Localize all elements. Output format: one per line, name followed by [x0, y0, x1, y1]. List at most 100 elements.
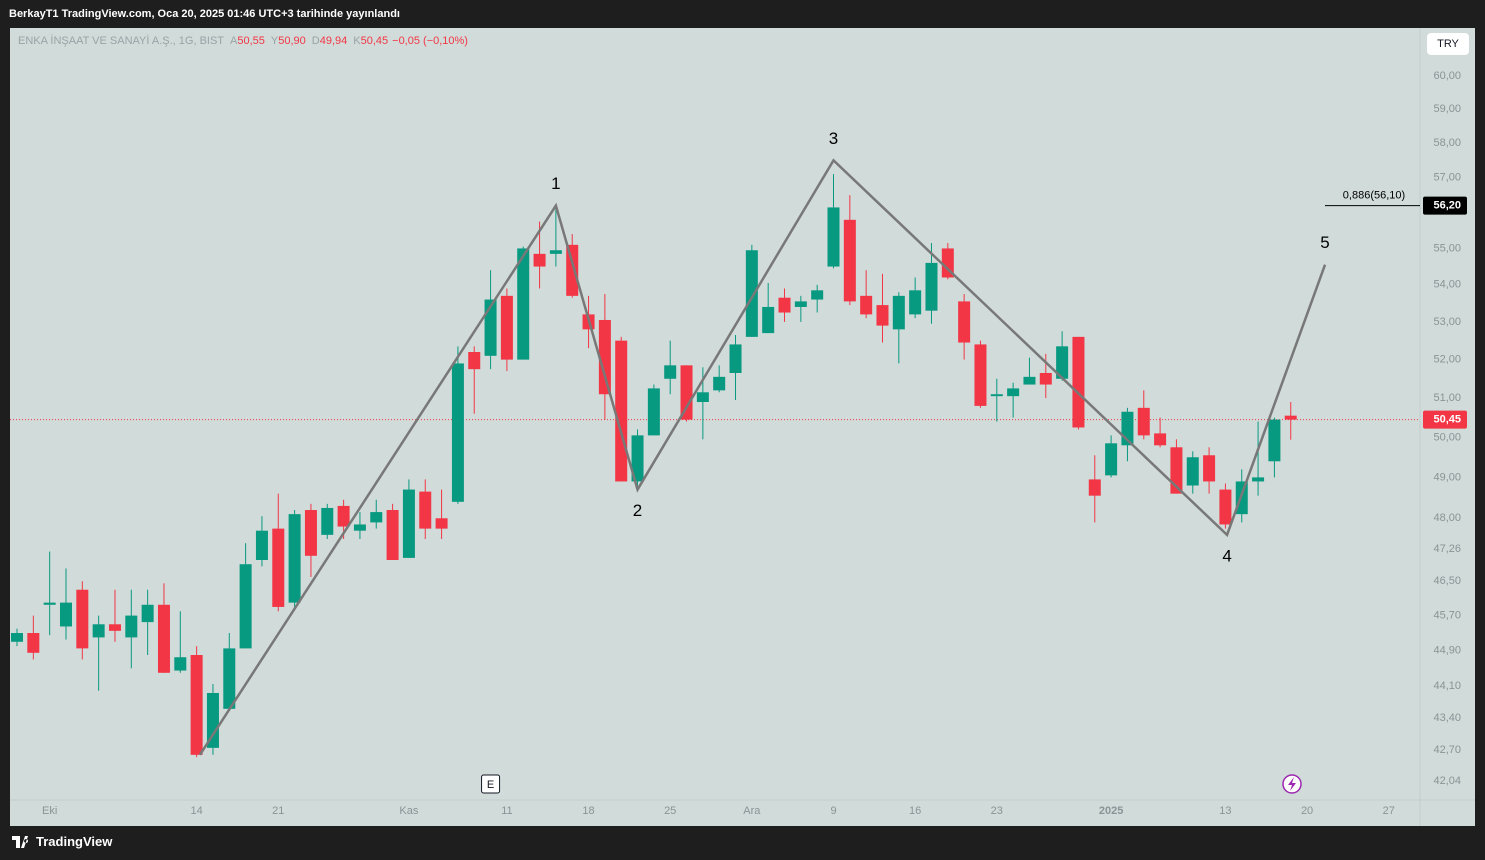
- candle-body: [288, 514, 301, 603]
- y-tick-label: 44,90: [1433, 645, 1461, 657]
- candle-body: [533, 253, 546, 267]
- candle-body: [892, 295, 905, 330]
- candle-body: [1219, 489, 1232, 525]
- candle-body: [223, 648, 236, 709]
- candle-body: [321, 507, 334, 535]
- y-tick-label: 60,00: [1433, 70, 1461, 82]
- candle-body: [1170, 447, 1183, 494]
- candle-body: [664, 365, 677, 379]
- candle-body: [125, 615, 138, 638]
- candle-body: [517, 248, 530, 360]
- legend-key: D: [311, 35, 320, 47]
- candle-body: [941, 248, 954, 278]
- candle-body: [435, 518, 448, 529]
- footer: TradingView: [12, 834, 112, 849]
- candle-body: [402, 489, 415, 558]
- candle-body: [680, 365, 693, 420]
- candle-body: [1072, 336, 1085, 428]
- candle-body: [794, 301, 807, 307]
- wave-label: 3: [829, 129, 838, 148]
- event-box: [481, 774, 501, 794]
- candle-body: [1023, 376, 1036, 385]
- candle-body: [729, 344, 742, 374]
- logo: [12, 835, 29, 848]
- candle-body: [811, 290, 824, 300]
- candle-body: [1007, 388, 1020, 397]
- candle-body: [615, 340, 628, 482]
- candle-body: [484, 299, 497, 356]
- x-tick-label: 18: [582, 805, 594, 817]
- candle-body: [1088, 479, 1101, 496]
- candle-body: [860, 295, 873, 315]
- candle-body: [43, 602, 56, 605]
- price-tag: [1423, 410, 1467, 429]
- candle-body: [451, 363, 464, 502]
- candle-body: [974, 344, 987, 406]
- price-tag-label: 50,45: [1433, 414, 1461, 426]
- candle-body: [598, 319, 611, 395]
- y-tick-label: 45,70: [1433, 609, 1461, 621]
- legend: ENKA İNŞAAT VE SANAYİ A.Ş., 1G, BIST A50,…: [18, 35, 472, 47]
- y-tick-label: 42,70: [1433, 744, 1461, 756]
- y-tick-label: 49,00: [1433, 471, 1461, 483]
- wave-label: 1: [551, 174, 560, 193]
- x-tick-label: 11: [501, 805, 512, 817]
- fib-tag-label: 56,20: [1433, 200, 1461, 212]
- x-tick-label: 9: [830, 805, 836, 817]
- currency-button[interactable]: TRY: [1427, 33, 1469, 55]
- candle-body: [1056, 346, 1069, 379]
- wave-line: [198, 158, 1327, 756]
- candle-body: [337, 505, 350, 527]
- candle-body: [647, 388, 660, 436]
- candle-body: [1268, 419, 1281, 462]
- x-tick-label: 25: [664, 805, 676, 817]
- y-tick-label: 46,50: [1433, 575, 1461, 587]
- y-tick-label: 43,40: [1433, 712, 1461, 724]
- candle-body: [239, 564, 252, 649]
- candle-body: [1154, 433, 1167, 446]
- legend-key: K: [353, 35, 361, 47]
- candle-body: [141, 604, 154, 623]
- candle-body: [1039, 373, 1052, 385]
- wave-label: 2: [633, 501, 642, 520]
- candle-body: [206, 692, 219, 748]
- candle-body: [108, 624, 121, 631]
- legend-key: A: [230, 35, 238, 47]
- candle-body: [778, 297, 791, 313]
- y-tick-label: 58,00: [1433, 137, 1461, 149]
- candle-body: [1203, 455, 1216, 482]
- footer-text: TradingView: [36, 834, 113, 849]
- candle-body: [827, 207, 840, 267]
- y-tick-label: 47,26: [1433, 543, 1461, 555]
- candle-body: [11, 633, 23, 642]
- candle-body: [174, 657, 187, 671]
- candle-body: [631, 435, 644, 482]
- candle-body: [27, 633, 40, 653]
- y-tick-label: 59,00: [1433, 103, 1461, 115]
- candle-body: [762, 306, 775, 334]
- y-tick-label: 54,00: [1433, 279, 1461, 291]
- wave-label: 5: [1320, 233, 1329, 252]
- y-tick-label: 57,00: [1433, 172, 1461, 184]
- candle-body: [1137, 407, 1150, 436]
- candle-body: [92, 624, 105, 638]
- candle-body: [549, 250, 562, 254]
- candle-body: [353, 524, 366, 531]
- fib-tag: [1423, 196, 1467, 215]
- candle-body: [958, 301, 971, 343]
- candle-body: [566, 244, 579, 296]
- x-tick-label: 2025: [1099, 805, 1123, 817]
- candle-body: [255, 530, 268, 560]
- candle-body: [745, 250, 758, 337]
- candle-body: [843, 219, 856, 302]
- candle-body: [468, 352, 481, 370]
- candle-body: [419, 491, 432, 529]
- candle-body: [386, 510, 399, 560]
- candle-body: [876, 305, 889, 326]
- candle-body: [909, 290, 922, 315]
- x-tick-label: 13: [1219, 805, 1231, 817]
- wave-label: 4: [1222, 546, 1231, 565]
- candle-body: [157, 604, 170, 673]
- legend-change: −0,05 (−0,10%): [392, 35, 468, 47]
